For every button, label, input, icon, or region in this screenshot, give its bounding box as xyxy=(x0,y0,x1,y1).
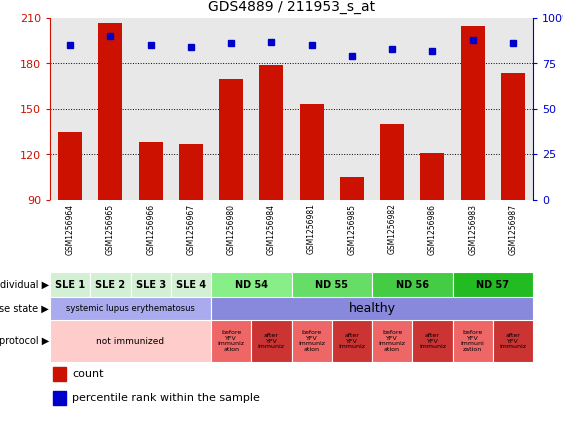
Text: GSM1256965: GSM1256965 xyxy=(106,203,115,255)
Text: GSM1256966: GSM1256966 xyxy=(146,203,155,255)
Text: ND 57: ND 57 xyxy=(476,280,510,289)
Text: SLE 1: SLE 1 xyxy=(55,280,85,289)
Bar xyxy=(50,272,90,297)
Bar xyxy=(453,272,533,297)
Bar xyxy=(211,272,292,297)
Bar xyxy=(501,73,525,200)
Bar xyxy=(90,272,131,297)
Bar xyxy=(251,320,292,362)
Text: after
YFV
immuniz: after YFV immuniz xyxy=(258,333,285,349)
Bar xyxy=(453,320,493,362)
Text: ND 56: ND 56 xyxy=(396,280,429,289)
Bar xyxy=(421,153,444,200)
Bar xyxy=(292,272,372,297)
Bar xyxy=(179,144,203,200)
Text: GSM1256987: GSM1256987 xyxy=(508,203,517,255)
Text: before
YFV
immuni
zation: before YFV immuni zation xyxy=(461,330,485,352)
Text: not immunized: not immunized xyxy=(96,337,164,346)
Text: after
YFV
immuniz: after YFV immuniz xyxy=(419,333,446,349)
Text: count: count xyxy=(72,369,104,379)
Text: GSM1256964: GSM1256964 xyxy=(66,203,75,255)
Bar xyxy=(219,79,243,200)
Bar xyxy=(412,320,453,362)
Bar xyxy=(53,367,66,381)
Bar xyxy=(300,104,324,200)
Text: GSM1256980: GSM1256980 xyxy=(227,203,236,255)
Text: GSM1256986: GSM1256986 xyxy=(428,203,437,255)
Text: protocol ▶: protocol ▶ xyxy=(0,336,49,346)
Text: after
YFV
immuniz: after YFV immuniz xyxy=(499,333,526,349)
Bar xyxy=(332,320,372,362)
Bar xyxy=(493,320,533,362)
Bar xyxy=(372,320,412,362)
Bar xyxy=(211,320,251,362)
Text: GSM1256982: GSM1256982 xyxy=(387,203,396,255)
Text: SLE 3: SLE 3 xyxy=(136,280,166,289)
Title: GDS4889 / 211953_s_at: GDS4889 / 211953_s_at xyxy=(208,0,375,14)
Bar xyxy=(138,143,163,200)
Bar xyxy=(58,132,82,200)
Text: before
YFV
immuniz
ation: before YFV immuniz ation xyxy=(379,330,405,352)
Text: systemic lupus erythematosus: systemic lupus erythematosus xyxy=(66,304,195,313)
Bar xyxy=(99,22,122,200)
Bar xyxy=(380,124,404,200)
Text: before
YFV
immuniz
ation: before YFV immuniz ation xyxy=(298,330,325,352)
Text: individual ▶: individual ▶ xyxy=(0,280,49,289)
Bar xyxy=(53,391,66,405)
Bar xyxy=(50,297,211,320)
Text: GSM1256983: GSM1256983 xyxy=(468,203,477,255)
Text: healthy: healthy xyxy=(348,302,395,315)
Bar xyxy=(131,272,171,297)
Bar xyxy=(211,297,533,320)
Text: disease state ▶: disease state ▶ xyxy=(0,303,49,313)
Text: before
YFV
immuniz
ation: before YFV immuniz ation xyxy=(218,330,245,352)
Text: GSM1256984: GSM1256984 xyxy=(267,203,276,255)
Bar xyxy=(461,25,485,200)
Text: SLE 4: SLE 4 xyxy=(176,280,206,289)
Bar xyxy=(171,272,211,297)
Text: after
YFV
immuniz: after YFV immuniz xyxy=(338,333,365,349)
Text: percentile rank within the sample: percentile rank within the sample xyxy=(72,393,260,403)
Bar xyxy=(50,320,211,362)
Text: GSM1256967: GSM1256967 xyxy=(186,203,195,255)
Text: GSM1256981: GSM1256981 xyxy=(307,203,316,255)
Text: ND 54: ND 54 xyxy=(235,280,268,289)
Text: ND 55: ND 55 xyxy=(315,280,348,289)
Text: GSM1256985: GSM1256985 xyxy=(347,203,356,255)
Bar xyxy=(260,65,283,200)
Bar xyxy=(372,272,453,297)
Bar xyxy=(340,177,364,200)
Text: SLE 2: SLE 2 xyxy=(95,280,126,289)
Bar xyxy=(292,320,332,362)
